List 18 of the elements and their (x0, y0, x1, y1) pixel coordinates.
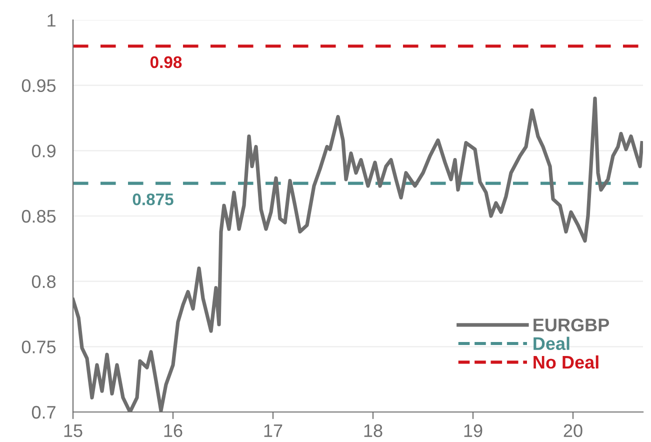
y-tick-label: 1 (48, 14, 56, 27)
annotation: 0.875 (132, 193, 174, 206)
x-tick-label: 19 (464, 424, 482, 438)
y-tick-label: 0.85 (22, 210, 56, 223)
y-tick-label: 0.75 (22, 340, 56, 354)
x-tick-label: 20 (564, 424, 582, 438)
legend-label: Deal (534, 336, 570, 350)
legend-label: No Deal (534, 355, 598, 369)
x-tick-label: 16 (164, 424, 182, 438)
x-tick-label: 17 (264, 424, 282, 437)
annotation: 0.98 (150, 56, 182, 68)
y-tick-label: 0.8 (32, 275, 56, 288)
legend-label: EURGBP (534, 318, 610, 332)
x-tick-label: 15 (64, 424, 82, 438)
y-tick-label: 0.7 (32, 406, 56, 419)
y-tick-label: 0.95 (22, 79, 56, 92)
x-tick-label: 18 (364, 424, 382, 438)
y-tick-label: 0.9 (32, 144, 56, 158)
